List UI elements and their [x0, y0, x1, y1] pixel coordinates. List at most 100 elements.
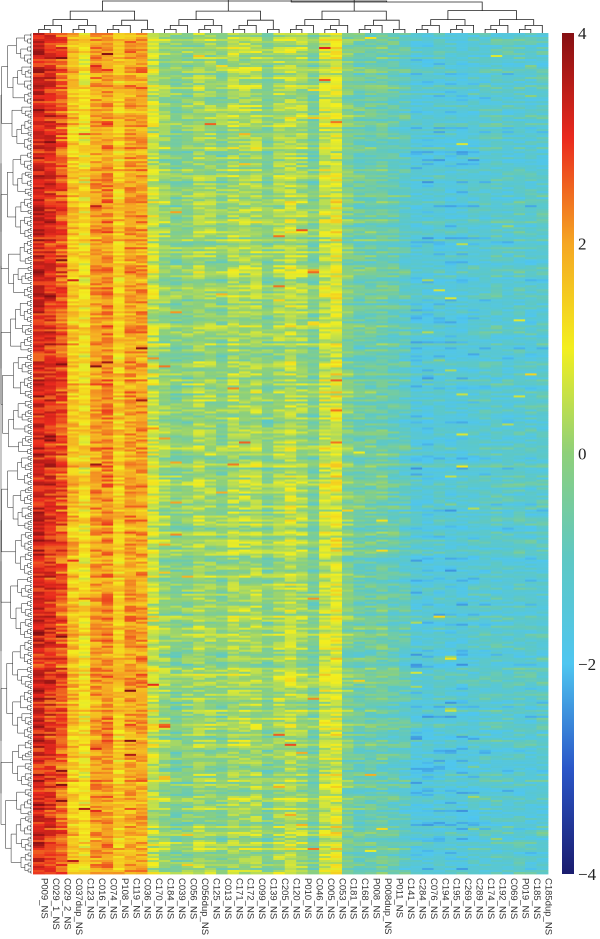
heatmap-cell: [90, 781, 103, 785]
heatmap-cell: [78, 43, 91, 46]
heatmap-cell: [67, 85, 80, 88]
heatmap-cell: [55, 141, 68, 144]
heatmap-cell: [113, 357, 125, 360]
heatmap-cell: [124, 231, 137, 234]
heatmap-cell: [44, 201, 57, 204]
heatmap-cell: [44, 699, 57, 703]
heatmap-cell: [67, 771, 80, 775]
heatmap-cell: [55, 357, 68, 360]
heatmap-cell: [44, 867, 57, 871]
heatmap-cell: [101, 607, 114, 611]
heatmap-cell: [124, 103, 137, 106]
heatmap-cell: [101, 367, 114, 370]
heatmap-cell: [124, 273, 137, 276]
heatmap-cell: [55, 531, 68, 534]
heatmap-cell: [67, 547, 80, 551]
heatmap-cell: [33, 773, 45, 777]
heatmap-cell: [67, 587, 80, 591]
heatmap-cell: [90, 517, 103, 520]
dendrogram-branch: [102, 0, 388, 12]
heatmap-cell: [78, 713, 91, 717]
heatmap-cell: [33, 267, 45, 270]
heatmap-cell: [113, 213, 125, 216]
heatmap-cell: [90, 263, 103, 266]
heatmap-cell: [67, 489, 80, 492]
heatmap-cell: [55, 437, 68, 440]
heatmap-cell: [101, 437, 114, 440]
heatmap-cell: [101, 447, 114, 450]
heatmap-cell: [90, 33, 103, 36]
heatmap-cell: [44, 271, 57, 274]
heatmap-cell: [44, 179, 57, 182]
heatmap-cell: [33, 91, 45, 94]
heatmap-cell: [113, 81, 125, 84]
heatmap-cell: [78, 79, 91, 82]
heatmap-cell: [78, 267, 91, 270]
heatmap-cell: [67, 333, 80, 336]
dendrogram-branch: [30, 101, 32, 105]
heatmap-cell: [78, 477, 91, 480]
dendrogram-branch: [24, 681, 31, 687]
heatmap-cell: [90, 309, 103, 312]
heatmap-cell: [78, 203, 91, 206]
dendrogram-branch: [27, 309, 31, 314]
heatmap-cell: [90, 231, 103, 234]
heatmap-cell: [78, 233, 91, 236]
heatmap-cell: [101, 435, 114, 438]
heatmap-cell: [33, 499, 45, 502]
heatmap-cell: [90, 631, 103, 635]
dendrogram-branch: [24, 854, 31, 861]
heatmap-cell: [67, 253, 80, 256]
heatmap-cell: [101, 391, 114, 394]
heatmap-cell: [90, 145, 103, 148]
heatmap-cell: [90, 161, 103, 164]
heatmap-cell: [67, 789, 80, 793]
dendrogram-branch: [30, 300, 32, 303]
heatmap-cell: [55, 699, 68, 703]
heatmap-cell: [67, 579, 80, 583]
heatmap-cell: [90, 455, 103, 458]
heatmap-cell: [33, 245, 45, 248]
heatmap-cell: [113, 845, 125, 849]
heatmap-cell: [44, 571, 57, 575]
heatmap-cell: [44, 411, 57, 414]
dendrogram-branch: [24, 763, 31, 769]
heatmap-cell: [113, 395, 125, 398]
heatmap-cell: [67, 177, 80, 180]
heatmap-cell: [44, 211, 57, 214]
heatmap-cell: [90, 701, 103, 705]
heatmap-cell: [33, 870, 45, 873]
heatmap-cell: [55, 715, 68, 719]
heatmap-cell: [113, 493, 125, 496]
heatmap-cell: [55, 219, 68, 222]
dendrogram-branch: [24, 773, 31, 780]
heatmap-cell: [101, 127, 114, 130]
heatmap-cell: [78, 151, 91, 154]
heatmap-cell: [90, 233, 103, 236]
dendrogram-branch: [30, 704, 32, 708]
heatmap-cell: [67, 409, 80, 412]
heatmap-cell: [101, 153, 114, 156]
heatmap-cell: [67, 645, 80, 649]
dendrogram-branch: [10, 585, 18, 619]
heatmap-cell: [113, 105, 125, 108]
heatmap-cell: [113, 583, 125, 587]
heatmap-cell: [78, 311, 91, 314]
dendrogram-branch: [30, 438, 32, 441]
heatmap-cell: [101, 729, 114, 733]
heatmap-cell: [55, 85, 68, 88]
heatmap-cell: [124, 581, 137, 585]
heatmap-cell: [101, 409, 114, 412]
heatmap-cell: [101, 183, 114, 186]
heatmap-cell: [44, 187, 57, 190]
heatmap-cell: [67, 647, 80, 651]
heatmap-cell: [67, 541, 80, 544]
heatmap-cell: [33, 729, 45, 733]
heatmap-cell: [124, 567, 137, 571]
heatmap-cell: [55, 53, 68, 56]
heatmap-cell: [101, 289, 114, 292]
heatmap-cell: [67, 93, 80, 96]
heatmap-column: [136, 33, 148, 875]
heatmap-cell: [90, 581, 103, 585]
heatmap-cell: [90, 391, 103, 394]
